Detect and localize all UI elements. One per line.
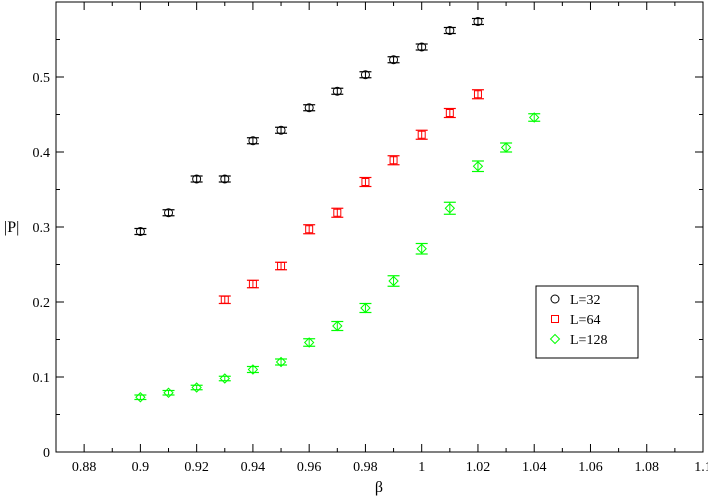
x-tick-label: 1.06	[578, 460, 603, 475]
plot-frame	[55, 1, 704, 453]
y-axis-label: |P|	[4, 219, 19, 236]
legend-label: L=32	[570, 293, 600, 308]
data-point	[303, 337, 315, 348]
data-point	[220, 174, 230, 184]
data-point	[135, 392, 146, 403]
data-point	[192, 174, 202, 184]
y-tick-label: 0.4	[33, 146, 51, 161]
data-point	[277, 262, 286, 270]
data-point	[164, 208, 174, 218]
data-point	[305, 225, 314, 234]
data-point	[389, 55, 399, 65]
legend-marker-diamond	[549, 333, 561, 345]
series-l-32	[134, 17, 484, 236]
data-point	[333, 208, 342, 217]
x-tick-label: 0.9	[132, 460, 150, 475]
data-point	[275, 356, 287, 368]
x-tick-label: 1.1	[694, 460, 708, 475]
tick-labels: 0.88 0.9 0.92 0.94 0.96 0.98 1 1.02 1.04 1.06 1.08…	[33, 71, 708, 475]
x-tick-label: 1.08	[634, 460, 659, 475]
data-point	[360, 302, 371, 314]
data-point	[445, 26, 455, 35]
series-l-64	[218, 89, 484, 305]
data-point	[473, 17, 483, 26]
data-point	[332, 86, 342, 96]
legend-label: L=64	[570, 313, 600, 328]
series-l-128	[134, 112, 541, 403]
data-point	[529, 112, 540, 123]
data-point	[219, 373, 230, 384]
data-point	[248, 136, 258, 146]
x-tick-label: 0.94	[241, 460, 266, 475]
data-point	[473, 90, 482, 99]
legend-marker-circle	[550, 294, 560, 304]
legend-marker-square	[551, 315, 559, 323]
x-tick-label: 0.98	[353, 460, 378, 475]
y-tick-label: 0.5	[33, 71, 51, 86]
data-point	[220, 295, 229, 304]
data-point	[247, 364, 259, 375]
data-point	[276, 125, 286, 135]
x-tick-label: 1.02	[466, 460, 491, 475]
x-tick-label: 1.04	[522, 460, 547, 475]
x-tick-label: 0.92	[184, 460, 209, 475]
x-tick-label: 1	[418, 460, 425, 475]
data-series	[134, 17, 541, 403]
data-point	[360, 70, 370, 80]
data-point	[500, 142, 512, 153]
x-axis-label: β	[375, 479, 383, 496]
y-tick-label: 0.2	[33, 296, 51, 311]
y-tick-label: 0.3	[33, 221, 51, 236]
data-point	[389, 156, 398, 165]
data-point	[304, 103, 314, 113]
data-point	[472, 161, 484, 172]
data-point	[248, 280, 257, 288]
y-tick-label: 0	[43, 446, 50, 461]
data-point	[163, 387, 174, 398]
data-point	[444, 203, 456, 214]
data-point	[445, 109, 454, 117]
data-point	[191, 382, 202, 393]
y-tick-label: 0.1	[33, 371, 51, 386]
axes-ticks	[56, 2, 704, 453]
x-tick-label: 0.88	[72, 460, 97, 475]
data-point	[388, 275, 399, 287]
data-point	[361, 178, 370, 186]
data-point	[332, 320, 343, 332]
legend: L=32 L=64 L=128	[535, 285, 639, 359]
data-point	[417, 42, 427, 52]
x-tick-label: 0.96	[297, 460, 322, 475]
data-point	[417, 130, 426, 139]
data-point	[135, 227, 145, 236]
legend-label: L=128	[570, 333, 607, 348]
data-point	[416, 243, 427, 254]
